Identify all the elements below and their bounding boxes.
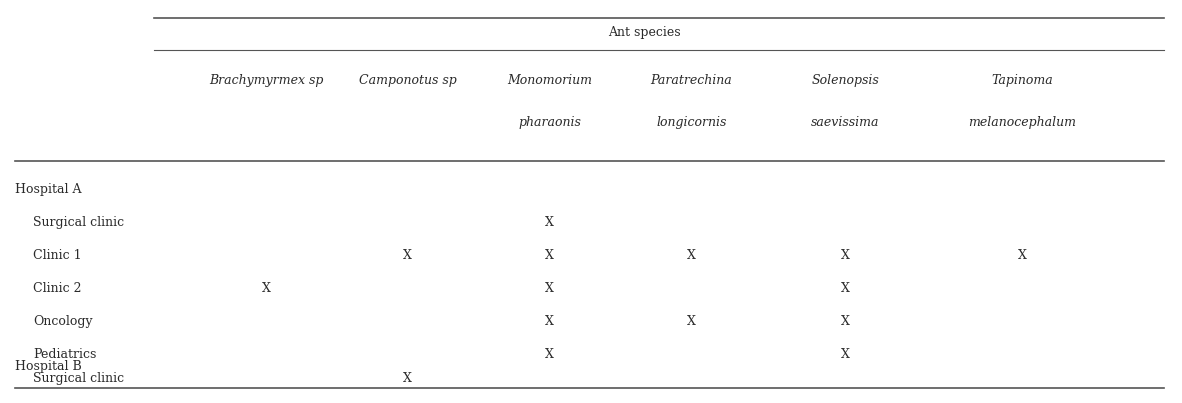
Text: Monomorium: Monomorium — [507, 74, 592, 87]
Text: X: X — [545, 315, 554, 328]
Text: X: X — [1018, 249, 1027, 262]
Text: melanocephalum: melanocephalum — [968, 116, 1077, 129]
Text: Hospital A: Hospital A — [15, 183, 82, 196]
Text: X: X — [687, 249, 696, 262]
Text: X: X — [840, 249, 850, 262]
Text: Paratrechina: Paratrechina — [650, 74, 733, 87]
Text: Surgical clinic: Surgical clinic — [33, 372, 124, 384]
Text: Clinic 1: Clinic 1 — [33, 249, 82, 262]
Text: X: X — [840, 348, 850, 361]
Text: Ant species: Ant species — [608, 26, 681, 39]
Text: Surgical clinic: Surgical clinic — [33, 216, 124, 229]
Text: Hospital B: Hospital B — [15, 360, 82, 373]
Text: X: X — [840, 282, 850, 295]
Text: X: X — [403, 372, 413, 384]
Text: X: X — [403, 249, 413, 262]
Text: X: X — [840, 315, 850, 328]
Text: Clinic 2: Clinic 2 — [33, 282, 82, 295]
Text: X: X — [545, 348, 554, 361]
Text: X: X — [545, 282, 554, 295]
Text: Pediatrics: Pediatrics — [33, 348, 97, 361]
Text: X: X — [687, 315, 696, 328]
Text: saevissima: saevissima — [811, 116, 879, 129]
Text: X: X — [545, 249, 554, 262]
Text: longicornis: longicornis — [656, 116, 727, 129]
Text: pharaonis: pharaonis — [518, 116, 582, 129]
Text: X: X — [545, 216, 554, 229]
Text: Oncology: Oncology — [33, 315, 92, 328]
Text: Brachymyrmex sp: Brachymyrmex sp — [209, 74, 323, 87]
Text: Solenopsis: Solenopsis — [811, 74, 879, 87]
Text: Tapinoma: Tapinoma — [992, 74, 1053, 87]
Text: Camponotus sp: Camponotus sp — [359, 74, 456, 87]
Text: X: X — [261, 282, 271, 295]
